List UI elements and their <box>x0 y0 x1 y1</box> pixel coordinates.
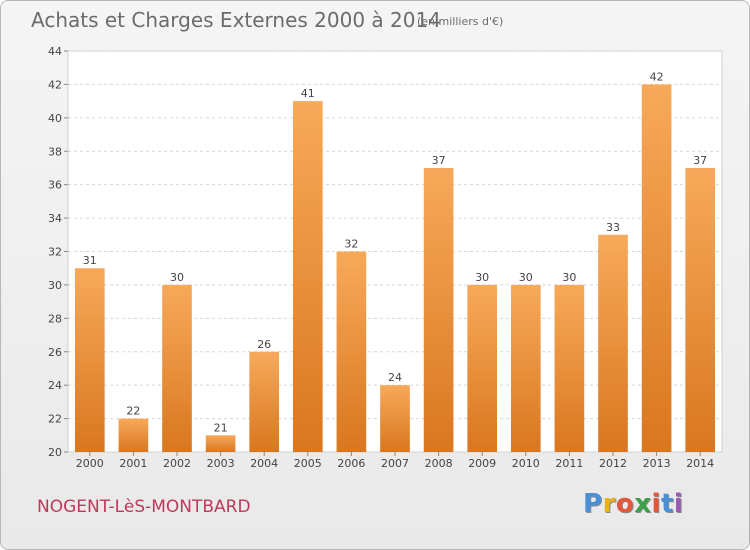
logo-letter: i <box>651 489 661 519</box>
logo-letter: t <box>660 489 674 519</box>
bar-2007 <box>380 385 410 452</box>
bars: 31 22 30 21 26 41 32 24 37 30 30 30 33 42 37 <box>74 70 716 453</box>
logo-letter: o <box>615 489 635 519</box>
logo-letter: r <box>602 489 616 519</box>
value-label: 30 <box>519 271 533 284</box>
logo-letter: x <box>634 489 652 519</box>
value-label: 33 <box>606 221 620 234</box>
x-tick-label: 2014 <box>686 457 714 470</box>
value-label: 24 <box>388 371 402 384</box>
x-tick-label: 2009 <box>468 457 496 470</box>
x-tick-label: 2007 <box>381 457 409 470</box>
x-tick-label: 2008 <box>425 457 453 470</box>
value-label: 30 <box>475 271 489 284</box>
y-tick-label: 42 <box>48 78 62 91</box>
value-label: 30 <box>562 271 576 284</box>
bar-2001 <box>118 418 149 452</box>
x-tick-label: 2001 <box>119 457 147 470</box>
value-label: 32 <box>344 238 358 251</box>
bar-2003 <box>205 435 236 452</box>
bar-2000 <box>74 268 105 452</box>
x-tick-label: 2012 <box>599 457 627 470</box>
logo-letter: P <box>583 489 603 519</box>
x-tick-label: 2006 <box>337 457 365 470</box>
bar-2008 <box>423 167 454 453</box>
bar-2010 <box>510 284 541 452</box>
chart-unit: (en milliers d'€) <box>417 15 504 28</box>
y-tick-label: 44 <box>48 45 62 58</box>
y-tick-label: 40 <box>48 112 62 125</box>
y-tick-label: 36 <box>48 179 62 192</box>
x-tick-label: 2011 <box>555 457 583 470</box>
bar-2013 <box>641 84 672 453</box>
y-tick-label: 30 <box>48 279 62 292</box>
y-tick-label: 38 <box>48 145 62 158</box>
commune-name: NOGENT-LèS-MONTBARD <box>37 497 251 517</box>
bar-2006 <box>336 251 367 452</box>
x-tick-label: 2003 <box>207 457 235 470</box>
value-label: 37 <box>693 154 707 167</box>
x-tick-label: 2010 <box>512 457 540 470</box>
bar-2011 <box>554 284 585 452</box>
y-tick-label: 24 <box>48 379 62 392</box>
bar-2002 <box>162 284 192 452</box>
y-tick-label: 28 <box>48 312 62 325</box>
bar-2012 <box>598 234 628 452</box>
bar-2005 <box>292 101 323 452</box>
x-tick-label: 2004 <box>250 457 278 470</box>
y-tick-label: 26 <box>48 346 62 359</box>
x-tick-label: 2005 <box>294 457 322 470</box>
x-tick-label: 2002 <box>163 457 191 470</box>
value-label: 37 <box>432 154 446 167</box>
x-tick-label: 2000 <box>76 457 104 470</box>
bar-2004 <box>249 351 280 452</box>
y-tick-label: 34 <box>48 212 62 225</box>
bar-2014 <box>685 167 716 453</box>
value-label: 41 <box>301 87 315 100</box>
chart-title: Achats et Charges Externes 2000 à 2014 <box>31 8 441 32</box>
x-axis: 2000 2001 2002 2003 2004 2005 2006 2007 2008 2009… <box>76 452 714 470</box>
y-tick-label: 22 <box>48 413 62 426</box>
logo-letter: i <box>673 489 684 519</box>
value-label: 42 <box>650 70 664 83</box>
bar-2009 <box>467 284 498 452</box>
x-tick-label: 2013 <box>643 457 671 470</box>
value-label: 31 <box>83 254 97 267</box>
value-label: 26 <box>257 338 271 351</box>
value-label: 22 <box>126 405 140 418</box>
y-axis: 20 22 24 26 28 30 32 34 36 38 40 42 44 <box>48 45 68 459</box>
y-tick-label: 20 <box>48 446 62 459</box>
value-label: 30 <box>170 271 184 284</box>
value-label: 21 <box>214 421 228 434</box>
proxiti-logo: Proxiti <box>583 489 683 519</box>
y-tick-label: 32 <box>48 246 62 259</box>
